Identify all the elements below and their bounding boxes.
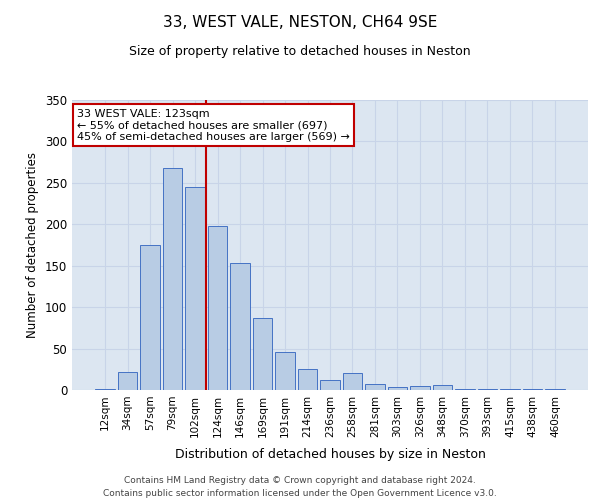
Y-axis label: Number of detached properties: Number of detached properties [26, 152, 40, 338]
Bar [118, 372, 137, 390]
Text: Contains HM Land Registry data © Crown copyright and database right 2024.: Contains HM Land Registry data © Crown c… [124, 476, 476, 485]
Bar [163, 168, 182, 390]
Bar [95, 389, 115, 390]
Bar [523, 389, 542, 390]
Bar [320, 380, 340, 390]
Bar [208, 226, 227, 390]
Text: 33 WEST VALE: 123sqm
← 55% of detached houses are smaller (697)
45% of semi-deta: 33 WEST VALE: 123sqm ← 55% of detached h… [77, 108, 350, 142]
Bar [500, 389, 520, 390]
Bar [230, 263, 250, 390]
Bar [298, 370, 317, 390]
Bar [275, 352, 295, 390]
X-axis label: Distribution of detached houses by size in Neston: Distribution of detached houses by size … [175, 448, 485, 461]
Bar [140, 245, 160, 390]
Bar [365, 384, 385, 390]
Bar [185, 187, 205, 390]
Bar [545, 389, 565, 390]
Bar [455, 389, 475, 390]
Bar [410, 386, 430, 390]
Bar [388, 386, 407, 390]
Bar [478, 389, 497, 390]
Bar [433, 385, 452, 390]
Bar [253, 318, 272, 390]
Text: Size of property relative to detached houses in Neston: Size of property relative to detached ho… [129, 45, 471, 58]
Text: 33, WEST VALE, NESTON, CH64 9SE: 33, WEST VALE, NESTON, CH64 9SE [163, 15, 437, 30]
Text: Contains public sector information licensed under the Open Government Licence v3: Contains public sector information licen… [103, 488, 497, 498]
Bar [343, 374, 362, 390]
